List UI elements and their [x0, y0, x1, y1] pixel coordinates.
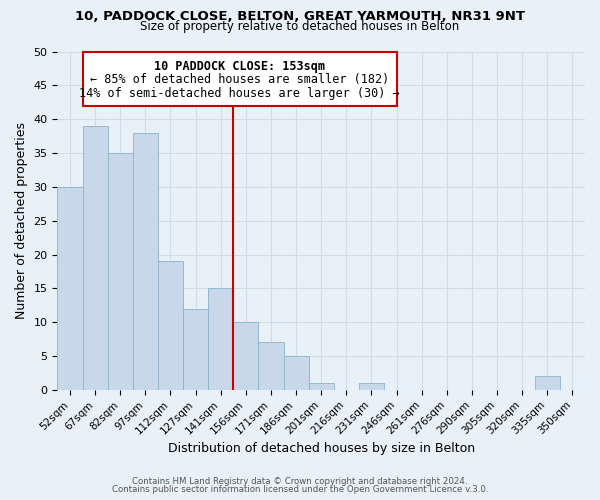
FancyBboxPatch shape — [83, 52, 397, 106]
X-axis label: Distribution of detached houses by size in Belton: Distribution of detached houses by size … — [167, 442, 475, 455]
Bar — [83, 126, 107, 390]
Text: Size of property relative to detached houses in Belton: Size of property relative to detached ho… — [140, 20, 460, 33]
Text: ← 85% of detached houses are smaller (182): ← 85% of detached houses are smaller (18… — [90, 74, 389, 86]
Text: 14% of semi-detached houses are larger (30) →: 14% of semi-detached houses are larger (… — [79, 87, 400, 100]
Y-axis label: Number of detached properties: Number of detached properties — [15, 122, 28, 319]
Bar — [259, 342, 284, 390]
Text: Contains HM Land Registry data © Crown copyright and database right 2024.: Contains HM Land Registry data © Crown c… — [132, 477, 468, 486]
Bar — [308, 383, 334, 390]
Bar — [58, 187, 83, 390]
Bar — [535, 376, 560, 390]
Bar — [158, 262, 183, 390]
Bar — [183, 308, 208, 390]
Text: Contains public sector information licensed under the Open Government Licence v.: Contains public sector information licen… — [112, 485, 488, 494]
Bar — [284, 356, 308, 390]
Bar — [208, 288, 233, 390]
Bar — [133, 132, 158, 390]
Text: 10, PADDOCK CLOSE, BELTON, GREAT YARMOUTH, NR31 9NT: 10, PADDOCK CLOSE, BELTON, GREAT YARMOUT… — [75, 10, 525, 23]
Bar — [233, 322, 259, 390]
Bar — [107, 153, 133, 390]
Text: 10 PADDOCK CLOSE: 153sqm: 10 PADDOCK CLOSE: 153sqm — [154, 60, 325, 73]
Bar — [359, 383, 384, 390]
